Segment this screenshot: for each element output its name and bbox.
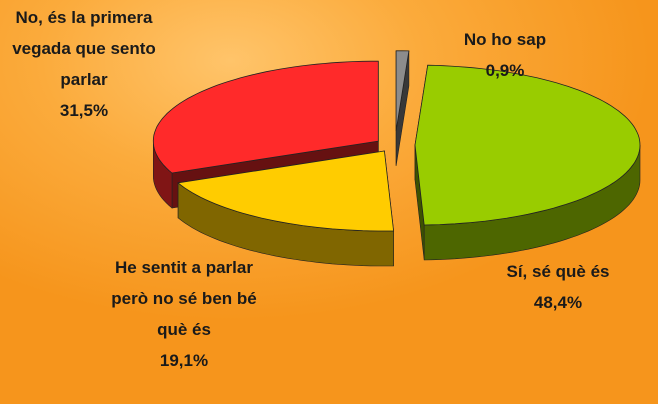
slice-label: He sentit a parlar però no sé ben bé què… — [100, 252, 268, 376]
value-label: 19,1% — [159, 351, 209, 370]
category-label: No, és la primera vegada que sento parla… — [12, 8, 156, 89]
slice-label: Sí, sé què és 48,4% — [478, 256, 638, 318]
slice-label: No ho sap 0,9% — [430, 24, 580, 86]
category-label: Sí, sé què és — [506, 262, 610, 281]
slice-label: No, és la primera vegada que sento parla… — [10, 2, 158, 126]
value-label: 48,4% — [533, 293, 583, 312]
slice — [395, 50, 410, 131]
category-label: No ho sap — [463, 30, 547, 49]
slice — [177, 150, 395, 232]
category-label: He sentit a parlar però no sé ben bé què… — [111, 258, 257, 339]
value-label: 31,5% — [59, 101, 109, 120]
value-label: 0,9% — [485, 61, 525, 80]
slice — [414, 64, 641, 226]
slice — [152, 60, 379, 174]
